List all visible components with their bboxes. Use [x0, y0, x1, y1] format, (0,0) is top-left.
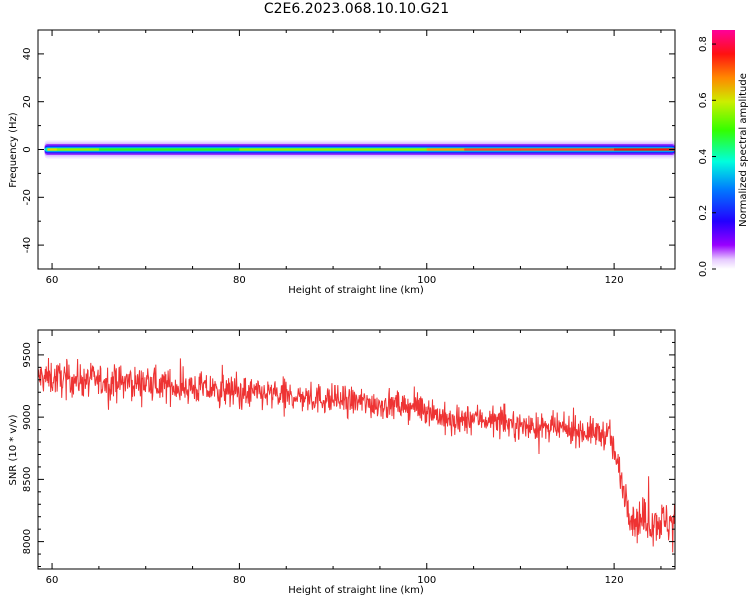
snr-frame [37, 329, 676, 570]
y-tick-label: 40 [22, 48, 33, 61]
snr-y-ticks: 9500 9000 8500 8000 [22, 329, 675, 568]
snr-x-ticks: 60 80 100 120 [46, 330, 662, 586]
spectrogram-panel: 60 80 100 120 40 20 0 -20 -40 Height of straigh… [8, 29, 676, 296]
colorbar-label: Normalized spectral amplitude [738, 73, 749, 227]
band-core-segment [464, 148, 521, 151]
x-tick-label: 120 [605, 275, 624, 286]
x-tick-label: 120 [605, 575, 624, 586]
band-core-segment [614, 148, 675, 151]
x-tick-label: 100 [417, 275, 436, 286]
colorbar-scale [712, 30, 735, 269]
y-tick-label: 20 [22, 95, 33, 108]
band-core-segment [98, 148, 147, 151]
x-tick-label: 60 [46, 575, 59, 586]
spectrogram-x-ticks: 60 80 100 120 [46, 30, 662, 286]
y-tick-label: 9000 [22, 404, 33, 429]
y-tick-label: 8500 [22, 467, 33, 492]
colorbar-tick-label: 0.8 [698, 36, 709, 52]
band-core-segment [426, 148, 465, 151]
snr-panel: 60 80 100 120 9500 9000 8500 8000 Height of st… [8, 329, 676, 596]
band-core-segment [47, 148, 58, 151]
y-tick-label: 0 [22, 146, 33, 152]
spectral-band [44, 140, 675, 159]
x-tick-label: 80 [233, 275, 246, 286]
page-title: C2E6.2023.068.10.10.G21 [263, 1, 450, 17]
colorbar: 0.0 0.2 0.4 0.6 0.8 Normalized spectral ampl… [698, 30, 749, 277]
x-tick-label: 100 [417, 575, 436, 586]
snr-x-axis-label: Height of straight line (km) [288, 585, 424, 596]
x-tick-label: 60 [46, 275, 59, 286]
colorbar-tick-label: 0.0 [698, 261, 709, 277]
spectrogram-x-axis-label: Height of straight line (km) [288, 285, 424, 296]
spectrogram-y-axis-label: Frequency (Hz) [8, 112, 19, 188]
spectrogram-y-ticks: 40 20 0 -20 -40 [22, 29, 675, 270]
x-tick-label: 80 [233, 575, 246, 586]
snr-y-axis-label: SNR (10 * v/v) [8, 414, 19, 485]
band-core-segment [239, 148, 334, 151]
band-core-segment [145, 148, 240, 151]
snr-series-line [38, 357, 675, 553]
snr-plot-area [38, 330, 675, 569]
band-core-segment [333, 148, 428, 151]
colorbar-tick-label: 0.4 [698, 149, 709, 165]
colorbar-tick-label: 0.2 [698, 205, 709, 221]
y-tick-label: -40 [22, 237, 33, 253]
band-core-segment [56, 148, 100, 151]
y-tick-label: 9500 [22, 342, 33, 367]
y-tick-label: 8000 [22, 529, 33, 554]
colorbar-tick-label: 0.6 [698, 92, 709, 108]
band-core-segment [520, 148, 615, 151]
colorbar-ticks: 0.0 0.2 0.4 0.6 0.8 [698, 36, 716, 277]
y-tick-label: -20 [22, 189, 33, 205]
